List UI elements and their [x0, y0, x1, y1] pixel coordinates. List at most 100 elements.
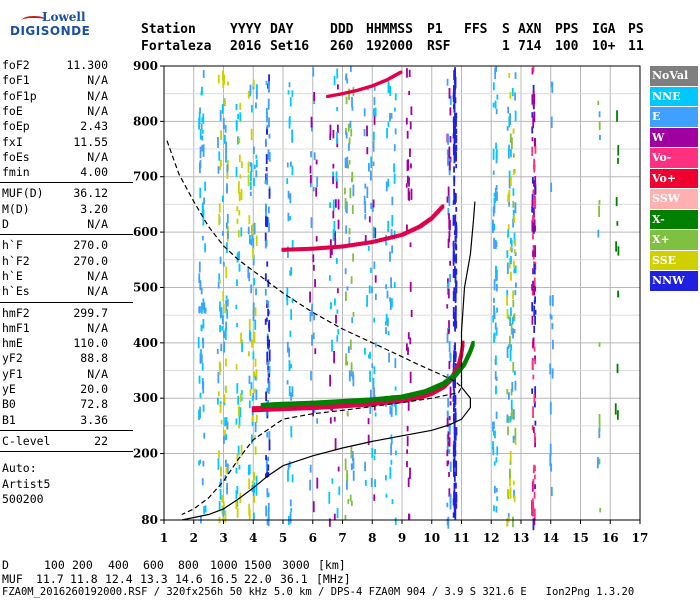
second-hop-echo: [334, 244, 338, 249]
noise-echo: [252, 254, 255, 266]
noise-echo: [311, 334, 313, 346]
noise-echo: [201, 478, 204, 486]
noise-echo: [492, 82, 495, 91]
noise-echo: [454, 214, 457, 223]
logo-swoosh-icon: [22, 16, 46, 24]
noise-echo: [448, 213, 450, 220]
noise-echo: [454, 394, 457, 405]
noise-echo: [409, 121, 412, 130]
noise-echo: [531, 359, 534, 370]
noise-echo: [337, 329, 340, 335]
x-trace-echo: [403, 393, 407, 399]
noise-echo: [453, 219, 456, 225]
noise-echo: [372, 377, 375, 389]
noise-echo: [312, 67, 315, 77]
x-trace-echo: [362, 397, 366, 403]
noise-echo: [509, 335, 511, 348]
noise-echo: [455, 163, 458, 169]
autoscale-text: 500200: [2, 492, 44, 507]
second-hop-echo: [358, 241, 361, 246]
noise-echo: [225, 385, 227, 393]
noise-echo: [616, 410, 619, 420]
noise-echo: [386, 290, 389, 299]
noise-echo: [223, 330, 225, 338]
noise-echo: [198, 112, 201, 124]
noise-echo: [344, 268, 347, 275]
x-trace-echo: [409, 392, 412, 398]
noise-echo: [312, 332, 315, 340]
noise-echo: [454, 97, 457, 104]
noise-echo: [336, 288, 339, 294]
noise-echo: [454, 121, 457, 129]
noise-echo: [346, 286, 349, 291]
noise-echo: [336, 131, 338, 144]
legend-entry-noval: NoVal: [650, 66, 698, 87]
noise-echo: [329, 124, 332, 136]
param-row-hf: h`F 270.0: [0, 238, 130, 254]
noise-echo: [290, 426, 293, 438]
o-trace-echo: [326, 403, 330, 410]
noise-echo: [509, 133, 512, 143]
x-trace-echo: [311, 400, 315, 406]
noise-echo: [447, 431, 450, 440]
legend-entry-vo: Vo-: [650, 148, 698, 169]
x-trace-echo: [332, 399, 336, 405]
noise-echo: [363, 128, 366, 137]
x-trace-echo: [383, 396, 387, 402]
noise-echo: [266, 432, 269, 438]
noise-echo: [394, 128, 397, 135]
muf-dashed-curve: [166, 140, 463, 516]
noise-echo: [266, 173, 269, 185]
noise-echo: [344, 291, 347, 301]
noise-echo: [224, 303, 227, 314]
x-trace-echo: [370, 397, 374, 403]
param-label: hmF2: [2, 305, 30, 320]
noise-echo: [452, 364, 455, 372]
noise-echo: [315, 159, 318, 165]
noise-echo: [238, 424, 241, 429]
o-trace-echo: [377, 399, 381, 406]
noise-echo: [345, 73, 348, 81]
noise-echo: [598, 111, 601, 118]
noise-echo: [352, 374, 355, 387]
o-trace-echo: [392, 397, 395, 404]
noise-echo: [448, 87, 451, 99]
noise-echo: [240, 332, 242, 344]
noise-echo: [329, 374, 332, 387]
noise-echo: [453, 440, 455, 449]
noise-echo: [408, 191, 411, 201]
x-trace-echo: [321, 400, 325, 406]
noise-echo: [597, 229, 600, 238]
o-trace-echo: [283, 405, 287, 412]
noise-echo: [223, 435, 225, 444]
noise-echo: [265, 215, 267, 227]
x-trace-echo: [364, 397, 368, 403]
o-trace-echo: [385, 398, 389, 405]
noise-echo: [227, 230, 229, 239]
noise-echo: [534, 245, 537, 258]
noise-echo: [350, 371, 353, 377]
noise-echo: [346, 361, 348, 366]
noise-echo: [370, 477, 373, 488]
noise-echo: [532, 222, 535, 234]
param-value: N/A: [87, 73, 108, 88]
noise-echo: [203, 302, 206, 314]
noise-echo: [387, 121, 390, 127]
noise-echo: [334, 238, 337, 248]
noise-echo: [254, 376, 257, 381]
noise-echo: [333, 220, 336, 233]
noise-echo: [268, 373, 271, 378]
noise-echo: [288, 385, 291, 397]
o-trace-echo: [317, 403, 321, 410]
noise-echo: [598, 342, 601, 347]
second-hop-echo: [394, 234, 398, 239]
noise-echo: [254, 435, 257, 440]
noise-echo: [310, 151, 312, 158]
noise-echo: [238, 464, 241, 470]
noise-echo: [534, 286, 537, 292]
noise-echo: [239, 102, 242, 111]
noise-echo: [508, 144, 510, 152]
noise-echo: [201, 135, 204, 141]
param-value: 20.0: [80, 382, 108, 396]
noise-echo: [454, 408, 457, 416]
